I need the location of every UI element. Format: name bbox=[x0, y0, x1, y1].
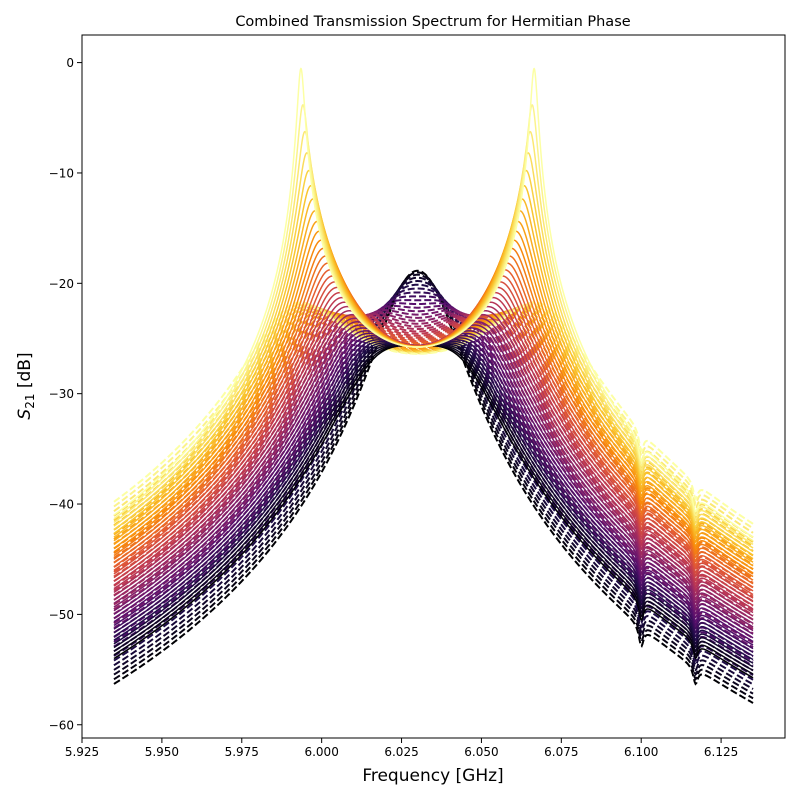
y-axis-label-main: S bbox=[15, 409, 35, 420]
series-line-dashed bbox=[113, 287, 754, 676]
series-line-dashed bbox=[113, 299, 754, 663]
x-axis: 5.925 5.950 5.975 6.000 6.025 6.050 6.075 6.100… bbox=[65, 738, 738, 759]
series-line-dashed bbox=[113, 269, 754, 704]
series-line-dashed bbox=[113, 312, 754, 630]
series-line-dashed bbox=[113, 308, 754, 552]
y-tick-label: −40 bbox=[49, 498, 74, 512]
series-line-dashed bbox=[113, 315, 754, 603]
series-line-dashed bbox=[113, 280, 754, 686]
x-tick-label: 5.975 bbox=[225, 745, 259, 759]
series-line-dashed bbox=[113, 283, 754, 681]
x-tick-label: 6.050 bbox=[464, 745, 498, 759]
y-axis-label: S21 [dB] bbox=[15, 352, 37, 419]
series-line-dashed bbox=[113, 314, 754, 598]
y-axis-label-unit: [dB] bbox=[15, 352, 35, 393]
series-line-dashed bbox=[113, 276, 754, 690]
series-line-dashed bbox=[113, 314, 754, 593]
series-layer bbox=[113, 67, 754, 704]
x-tick-label: 5.925 bbox=[65, 745, 99, 759]
series-line-solid bbox=[113, 67, 754, 538]
x-tick-label: 6.000 bbox=[304, 745, 338, 759]
x-tick-label: 6.025 bbox=[384, 745, 418, 759]
y-tick-label: −60 bbox=[49, 718, 74, 732]
series-line-dashed bbox=[113, 302, 754, 658]
y-tick-label: −10 bbox=[49, 166, 74, 180]
y-tick-label: 0 bbox=[66, 56, 74, 70]
series-line-dashed bbox=[113, 306, 754, 543]
y-tick-label: −30 bbox=[49, 387, 74, 401]
chart-title: Combined Transmission Spectrum for Hermi… bbox=[235, 14, 630, 30]
series-line-dashed bbox=[113, 307, 754, 548]
y-tick-label: −50 bbox=[49, 608, 74, 622]
plot-frame bbox=[81, 34, 786, 739]
x-tick-label: 5.950 bbox=[145, 745, 179, 759]
series-line-dashed bbox=[113, 311, 754, 635]
series-line-dashed bbox=[113, 307, 754, 649]
x-axis-label: Frequency [GHz] bbox=[362, 766, 503, 786]
x-tick-label: 6.100 bbox=[624, 745, 658, 759]
y-axis: 0 −10 −20 −30 −40 −50 −60 bbox=[49, 56, 82, 732]
y-axis-label-sub: 21 bbox=[23, 394, 37, 409]
y-tick-label: −20 bbox=[49, 277, 74, 291]
x-tick-label: 6.125 bbox=[704, 745, 738, 759]
series-line-dashed bbox=[113, 301, 754, 525]
x-tick-label: 6.075 bbox=[544, 745, 578, 759]
